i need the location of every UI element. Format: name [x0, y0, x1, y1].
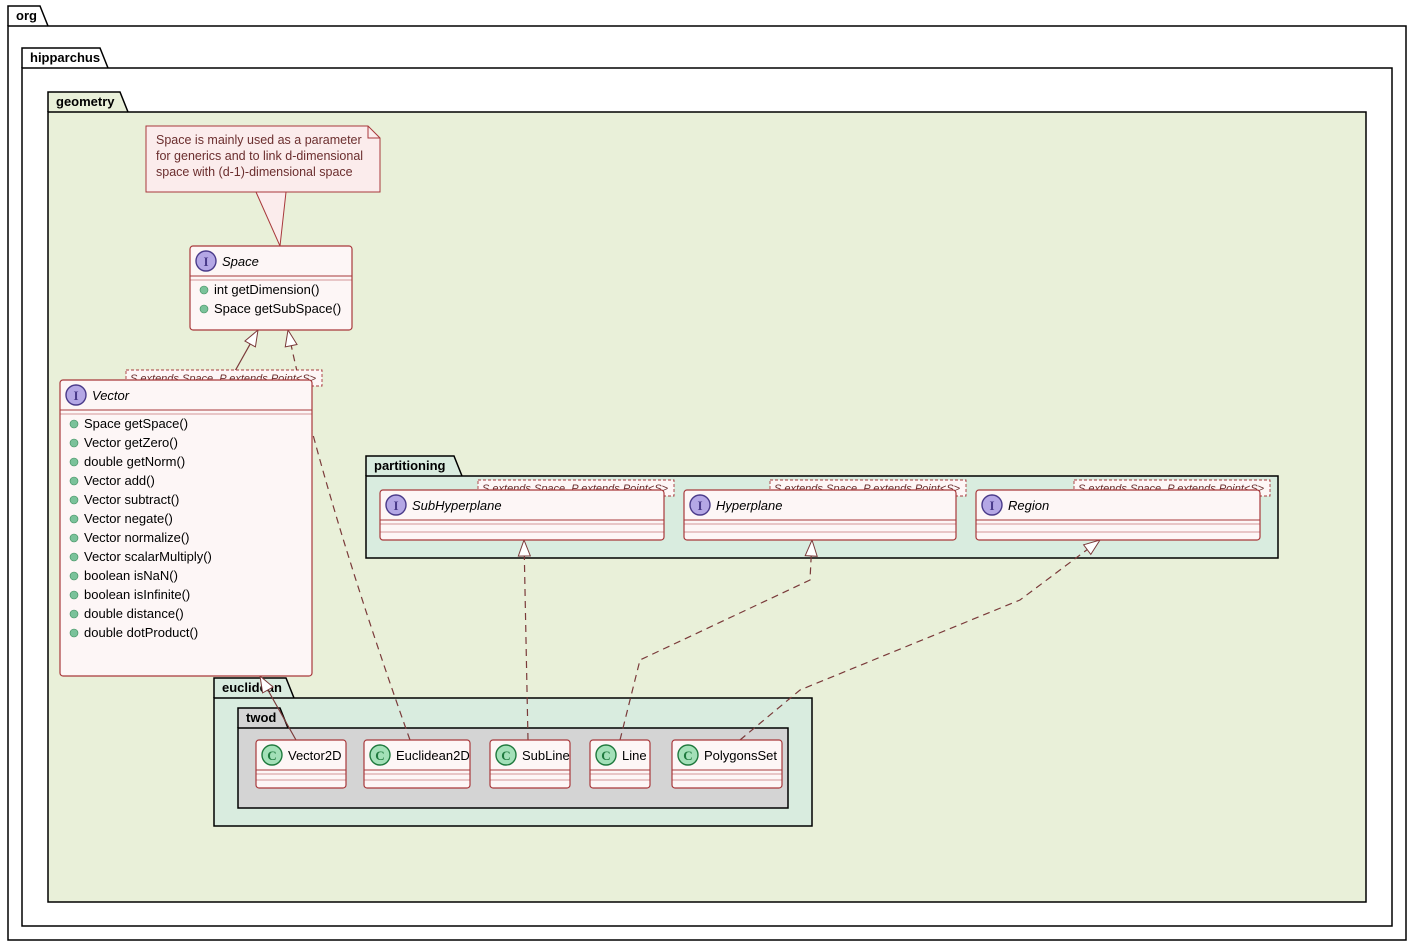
- type-name: Hyperplane: [716, 498, 783, 513]
- visibility-public-icon: [70, 515, 78, 523]
- visibility-public-icon: [70, 572, 78, 580]
- method: Vector subtract(): [84, 492, 179, 507]
- visibility-public-icon: [70, 439, 78, 447]
- uml-PolygonsSet: C PolygonsSet: [672, 740, 782, 788]
- svg-text:C: C: [683, 748, 692, 763]
- note-line: space with (d-1)-dimensional space: [156, 165, 353, 179]
- package-label: twod: [246, 710, 276, 725]
- note-line: Space is mainly used as a parameter: [156, 133, 362, 147]
- package-label: partitioning: [374, 458, 446, 473]
- uml-Line: C Line: [590, 740, 650, 788]
- method: boolean isNaN(): [84, 568, 178, 583]
- type-name: Euclidean2D: [396, 748, 470, 763]
- note-line: for generics and to link d-dimensional: [156, 149, 363, 163]
- uml-Vector: S extends Space, P extends Point<S>IVect…: [60, 370, 322, 676]
- method: Vector getZero(): [84, 435, 178, 450]
- svg-text:I: I: [989, 498, 994, 513]
- method: Vector negate(): [84, 511, 173, 526]
- svg-text:C: C: [501, 748, 510, 763]
- type-name: PolygonsSet: [704, 748, 777, 763]
- visibility-public-icon: [70, 496, 78, 504]
- uml-Space: I Space int getDimension() Space getSubSpac…: [190, 246, 352, 330]
- package-label: org: [16, 8, 37, 23]
- visibility-public-icon: [70, 477, 78, 485]
- method: int getDimension(): [214, 282, 320, 297]
- method: Space getSubSpace(): [214, 301, 341, 316]
- method: double distance(): [84, 606, 184, 621]
- type-name: SubHyperplane: [412, 498, 502, 513]
- type-name: Vector: [92, 388, 130, 403]
- svg-text:I: I: [697, 498, 702, 513]
- visibility-public-icon: [70, 553, 78, 561]
- visibility-public-icon: [70, 458, 78, 466]
- type-name: Line: [622, 748, 647, 763]
- uml-Vector2D: C Vector2D: [256, 740, 346, 788]
- visibility-public-icon: [70, 629, 78, 637]
- svg-text:I: I: [393, 498, 398, 513]
- method: boolean isInfinite(): [84, 587, 190, 602]
- type-name: SubLine: [522, 748, 570, 763]
- type-name: Region: [1008, 498, 1049, 513]
- package-label: geometry: [56, 94, 115, 109]
- method: Vector add(): [84, 473, 155, 488]
- visibility-public-icon: [200, 305, 208, 313]
- svg-text:C: C: [267, 748, 276, 763]
- svg-text:C: C: [375, 748, 384, 763]
- svg-text:C: C: [601, 748, 610, 763]
- svg-text:I: I: [73, 388, 78, 403]
- uml-Euclidean2D: C Euclidean2D: [364, 740, 470, 788]
- method: Vector scalarMultiply(): [84, 549, 212, 564]
- visibility-public-icon: [70, 610, 78, 618]
- package-label: hipparchus: [30, 50, 100, 65]
- type-name: Vector2D: [288, 748, 341, 763]
- method: Vector normalize(): [84, 530, 189, 545]
- type-name: Space: [222, 254, 259, 269]
- method: double dotProduct(): [84, 625, 198, 640]
- method: double getNorm(): [84, 454, 185, 469]
- package-label: euclidean: [222, 680, 282, 695]
- visibility-public-icon: [70, 420, 78, 428]
- visibility-public-icon: [70, 591, 78, 599]
- svg-text:I: I: [203, 254, 208, 269]
- visibility-public-icon: [200, 286, 208, 294]
- method: Space getSpace(): [84, 416, 188, 431]
- uml-SubLine: C SubLine: [490, 740, 570, 788]
- visibility-public-icon: [70, 534, 78, 542]
